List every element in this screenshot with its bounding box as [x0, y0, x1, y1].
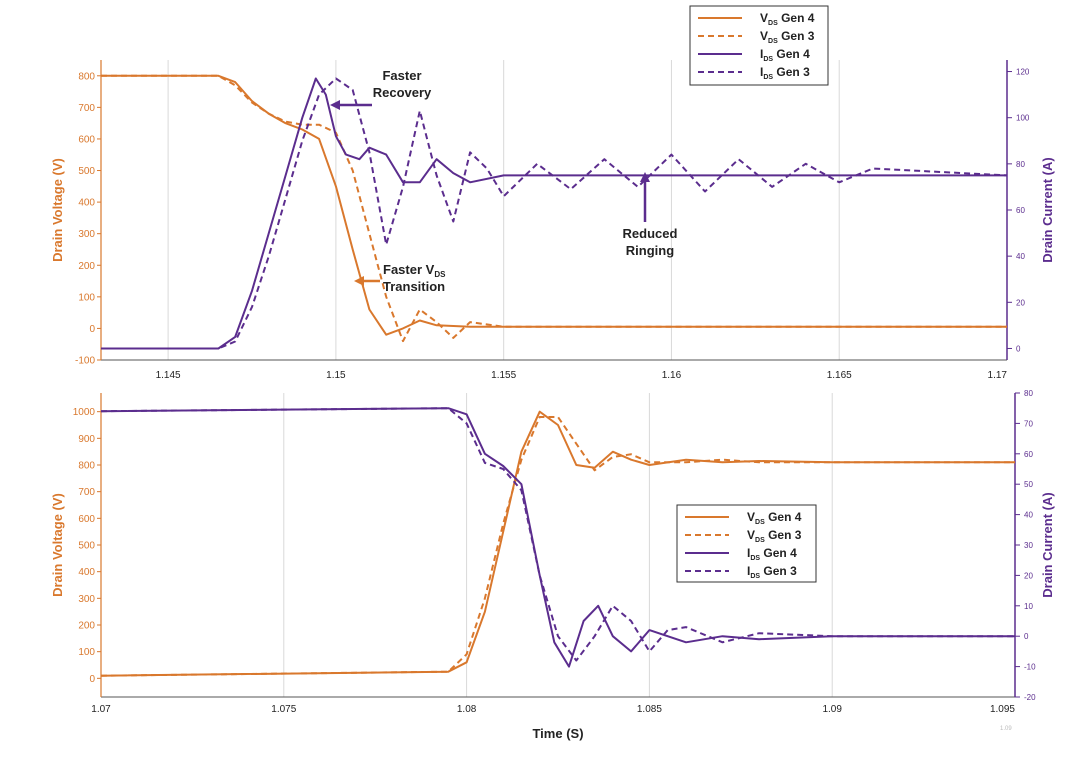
annotation-faster-vds-line2: Transition — [383, 279, 445, 294]
y-tick-label: 1000 — [73, 407, 96, 418]
x-tick-label: 1.09 — [822, 704, 842, 715]
x-tick-label: 1.15 — [326, 370, 346, 381]
y2-tick-label: 100 — [1016, 114, 1030, 123]
y2-tick-label: 20 — [1016, 298, 1025, 307]
x-tick-label: 1.085 — [637, 704, 662, 715]
y-tick-label: -100 — [75, 356, 95, 367]
y2-tick-label: 80 — [1016, 160, 1025, 169]
legend-entry: IDS Gen 3 — [760, 65, 810, 81]
y-tick-label: 300 — [78, 229, 95, 240]
y-tick-label: 500 — [78, 541, 95, 552]
annotation-reduced-ringing-line2: Ringing — [626, 243, 674, 258]
x-tick-label: 1.165 — [827, 370, 852, 381]
series-line-i-ds-gen-4 — [101, 77, 1007, 350]
x-tick-label: 1.075 — [271, 704, 296, 715]
annotation-faster-recovery-line1: Faster — [382, 68, 421, 83]
series-line-i-ds-gen-4 — [100, 407, 1015, 668]
series-line-i-ds-gen-3 — [101, 77, 1008, 350]
y2-tick-label: 80 — [1024, 389, 1033, 398]
y2-tick-label: 0 — [1024, 632, 1029, 641]
y-tick-label: 800 — [78, 71, 95, 82]
annotation-faster-recovery-line2: Recovery — [373, 85, 432, 100]
legend: VDS Gen 4 VDS Gen 3 IDS Gen 4 IDS Gen 3 — [689, 5, 829, 86]
x-tick-label: 1.155 — [491, 370, 516, 381]
y-tick-label: 400 — [78, 567, 95, 578]
annotation-faster-recovery: Faster Recovery — [330, 68, 432, 110]
y-axis-label: Drain Voltage (V) — [50, 493, 65, 597]
corner-mark: 1.09 — [1000, 726, 1012, 732]
series-line-v-ds-gen-3 — [100, 416, 1015, 677]
faster-vds-arrowhead — [354, 276, 364, 286]
legend-entry: IDS Gen 4 — [747, 546, 797, 562]
series-line-i-ds-gen-3 — [100, 407, 1015, 662]
annotation-faster-vds-line1: Faster VDS — [383, 262, 446, 279]
y-tick-label: 0 — [89, 324, 95, 335]
annotation-reduced-ringing-line1: Reduced — [623, 226, 678, 241]
legend-entry: IDS Gen 3 — [747, 564, 797, 580]
y2-tick-label: 20 — [1024, 571, 1033, 580]
y-tick-label: 600 — [78, 134, 95, 145]
legend-entry: VDS Gen 4 — [747, 510, 802, 526]
y-tick-label: 700 — [78, 103, 95, 114]
y2-tick-label: -10 — [1024, 663, 1036, 672]
y-tick-label: 500 — [78, 166, 95, 177]
y-tick-label: 200 — [78, 261, 95, 272]
series-line-v-ds-gen-4 — [100, 410, 1015, 677]
y2-tick-label: 30 — [1024, 541, 1033, 550]
legend-entry: VDS Gen 4 — [760, 11, 815, 27]
x-tick-label: 1.17 — [988, 370, 1008, 381]
y-tick-label: 900 — [78, 434, 95, 445]
y-axis-label: Drain Voltage (V) — [50, 158, 65, 262]
y-tick-label: 800 — [78, 461, 95, 472]
y2-tick-label: 60 — [1024, 450, 1033, 459]
x-axis-label: Time (S) — [532, 726, 583, 741]
legend-entry: VDS Gen 3 — [747, 528, 802, 544]
series-line-v-ds-gen-3 — [101, 74, 1007, 343]
y-tick-label: 100 — [78, 292, 95, 303]
x-tick-label: 1.095 — [990, 704, 1015, 715]
x-tick-label: 1.145 — [156, 370, 181, 381]
annotation-reduced-ringing: Reduced Ringing — [623, 172, 678, 258]
y2-axis-label: Drain Current (A) — [1040, 492, 1055, 597]
y-tick-label: 100 — [78, 647, 95, 658]
y2-tick-label: 40 — [1024, 511, 1033, 520]
y2-tick-label: 120 — [1016, 68, 1030, 77]
faster-recovery-arrowhead — [330, 100, 340, 110]
y-tick-label: 300 — [78, 594, 95, 605]
y2-tick-label: 60 — [1016, 206, 1025, 215]
y2-tick-label: 40 — [1016, 252, 1025, 261]
reduced-ringing-arrowhead — [640, 172, 650, 182]
annotation-faster-vds: Faster VDS Transition — [354, 262, 446, 294]
y-tick-label: 200 — [78, 621, 95, 632]
y2-axis-label: Drain Current (A) — [1040, 157, 1055, 262]
y2-tick-label: 0 — [1016, 344, 1021, 353]
x-tick-label: 1.16 — [662, 370, 682, 381]
legend-entry: VDS Gen 3 — [760, 29, 815, 45]
y-tick-label: 700 — [78, 487, 95, 498]
top-chart-panel: 1.145 1.15 1.155 1.16 1.165 1.17-100010020030… — [50, 5, 1055, 381]
legend: VDS Gen 4 VDS Gen 3 IDS Gen 4 IDS Gen 3 — [676, 504, 817, 583]
y2-tick-label: 50 — [1024, 480, 1033, 489]
legend-entry: IDS Gen 4 — [760, 47, 810, 63]
y-tick-label: 0 — [89, 674, 95, 685]
y2-tick-label: -20 — [1024, 693, 1036, 702]
x-tick-label: 1.07 — [91, 704, 111, 715]
y2-tick-label: 10 — [1024, 602, 1033, 611]
bottom-chart-panel: 1.07 1.075 1.08 1.085 1.09 1.0950100200300400… — [50, 389, 1055, 741]
series-line-v-ds-gen-4 — [101, 74, 1007, 336]
y-tick-label: 600 — [78, 514, 95, 525]
y2-tick-label: 70 — [1024, 419, 1033, 428]
x-tick-label: 1.08 — [457, 704, 477, 715]
y-tick-label: 400 — [78, 198, 95, 209]
